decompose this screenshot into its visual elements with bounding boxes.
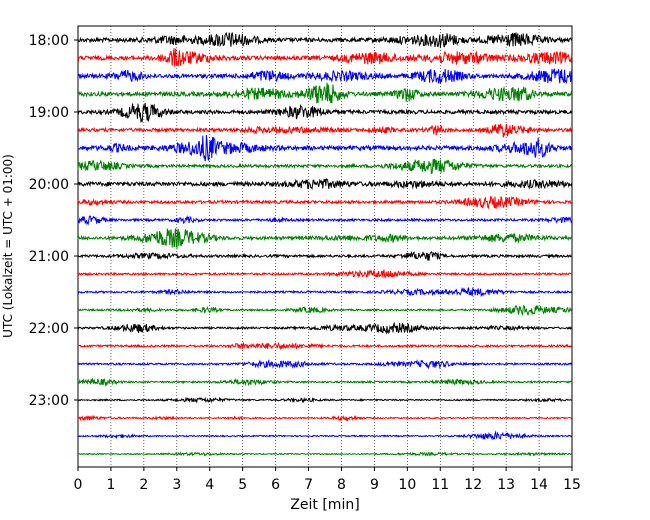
y-tick-label: 18:00 — [29, 33, 69, 49]
x-tick-label: 2 — [139, 477, 148, 493]
trace-row — [77, 251, 573, 261]
trace-row — [77, 377, 573, 387]
x-tick-label: 11 — [431, 477, 449, 493]
y-axis-title: UTC (Lokalzeit = UTC + 01:00) — [1, 154, 15, 338]
x-axis-title: Zeit [min] — [290, 497, 359, 513]
trace-row — [77, 269, 573, 280]
y-tick-label: 23:00 — [29, 393, 69, 409]
x-axis-ticks: 0 1 2 3 4 5 6 7 8 9 10 11 12 13 14 15 — [74, 467, 581, 493]
x-tick-label: 8 — [337, 477, 346, 493]
trace-row — [77, 31, 573, 48]
trace-row — [77, 215, 573, 226]
trace-row — [77, 195, 573, 210]
trace-row — [77, 102, 573, 123]
trace-row — [77, 134, 573, 162]
trace-row — [77, 82, 573, 104]
y-tick-label: 22:00 — [29, 321, 69, 337]
y-tick-label: 20:00 — [29, 177, 69, 193]
x-tick-label: 9 — [370, 477, 379, 493]
trace-row — [77, 158, 573, 174]
y-axis-ticks: 18:00 19:00 20:00 21:00 22:00 23:00 — [29, 33, 78, 409]
x-tick-label: 14 — [530, 477, 548, 493]
trace-row — [77, 48, 573, 67]
trace-row — [77, 358, 573, 370]
trace-row — [77, 451, 573, 457]
x-tick-label: 1 — [106, 477, 115, 493]
y-tick-label: 19:00 — [29, 105, 69, 121]
trace-row — [77, 414, 573, 422]
x-tick-label: 13 — [497, 477, 515, 493]
x-tick-label: 3 — [172, 477, 181, 493]
y-tick-label: 21:00 — [29, 249, 69, 265]
trace-row — [77, 123, 573, 138]
x-tick-label: 0 — [74, 477, 83, 493]
x-tick-label: 10 — [398, 477, 416, 493]
x-tick-label: 4 — [205, 477, 214, 493]
trace-row — [77, 228, 573, 250]
trace-row — [77, 178, 573, 191]
x-tick-label: 5 — [238, 477, 247, 493]
trace-row — [77, 430, 573, 441]
trace-row — [77, 341, 573, 351]
trace-row — [77, 67, 573, 85]
trace-row — [77, 286, 573, 298]
plot-frame — [77, 25, 573, 468]
trace-rows — [77, 31, 573, 457]
x-tick-label: 15 — [563, 477, 581, 493]
x-tick-label: 7 — [304, 477, 313, 493]
trace-row — [77, 321, 573, 335]
x-tick-label: 12 — [464, 477, 482, 493]
trace-row — [77, 304, 573, 317]
trace-row — [77, 396, 573, 404]
x-tick-label: 6 — [271, 477, 280, 493]
